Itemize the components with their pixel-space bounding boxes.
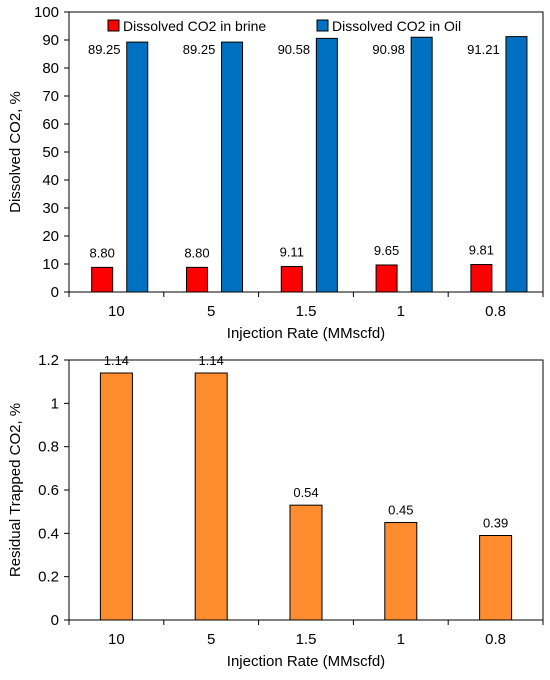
bar bbox=[470, 264, 493, 293]
y-tick-label: 10 bbox=[42, 256, 59, 273]
bar bbox=[384, 522, 418, 621]
bar bbox=[505, 36, 528, 293]
data-label: 0.39 bbox=[483, 516, 508, 531]
x-axis-title: Injection Rate (MMscfd) bbox=[227, 653, 385, 670]
data-label: 8.80 bbox=[90, 245, 115, 260]
y-tick-label: 80 bbox=[42, 60, 59, 77]
y-tick-label: 60 bbox=[42, 116, 59, 133]
x-tick-label: 5 bbox=[207, 303, 215, 320]
bar bbox=[479, 535, 513, 621]
y-tick-label: 0.6 bbox=[38, 482, 59, 499]
legend-swatch bbox=[107, 19, 120, 32]
x-tick-label: 5 bbox=[207, 631, 215, 648]
x-tick-label: 0.8 bbox=[485, 631, 506, 648]
bar bbox=[410, 36, 433, 293]
y-tick-label: 40 bbox=[42, 172, 59, 189]
bar bbox=[280, 265, 303, 293]
bar bbox=[185, 266, 208, 293]
bar bbox=[221, 41, 244, 293]
x-tick-label: 1.5 bbox=[296, 631, 317, 648]
y-tick-label: 20 bbox=[42, 228, 59, 245]
bar bbox=[91, 266, 114, 293]
data-label: 9.65 bbox=[374, 243, 399, 258]
data-label: 90.58 bbox=[278, 42, 311, 57]
y-tick-label: 1.2 bbox=[38, 352, 59, 369]
dissolved-co2-chart: 0 10 20 30 40 50 60 70 80 90 100 10 5 1.5 1 0.8 8.80 8.80… bbox=[7, 4, 544, 342]
y-axis-title: Residual Trapped CO2, % bbox=[7, 403, 24, 577]
legend-label: Dissolved CO2 in Oil bbox=[332, 18, 461, 34]
y-tick-label: 0.8 bbox=[38, 439, 59, 456]
data-label: 89.25 bbox=[88, 42, 121, 57]
y-tick-label: 70 bbox=[42, 88, 59, 105]
x-tick-label: 0.8 bbox=[485, 303, 506, 320]
x-tick-label: 1 bbox=[397, 303, 405, 320]
data-label: 90.98 bbox=[372, 42, 405, 57]
data-label: 8.80 bbox=[184, 245, 209, 260]
legend-label: Dissolved CO2 in brine bbox=[123, 18, 266, 34]
y-tick-label: 1 bbox=[51, 395, 59, 412]
x-axis-title: Injection Rate (MMscfd) bbox=[227, 325, 385, 342]
bar bbox=[194, 372, 228, 621]
x-tick-label: 10 bbox=[108, 631, 125, 648]
y-tick-label: 0 bbox=[51, 284, 59, 301]
bar bbox=[99, 372, 133, 621]
residual-trapped-co2-chart: 0 0.2 0.4 0.6 0.8 1 1.2 10 5 1.5 1 0.8 1.14 1.14 0.54 0… bbox=[7, 352, 544, 670]
x-tick-label: 10 bbox=[108, 303, 125, 320]
data-label: 0.54 bbox=[293, 485, 318, 500]
legend-swatch bbox=[316, 19, 329, 32]
data-label: 9.11 bbox=[280, 244, 304, 259]
y-tick-label: 100 bbox=[34, 4, 59, 21]
y-tick-label: 0.2 bbox=[38, 569, 59, 586]
data-label: 89.25 bbox=[183, 42, 216, 57]
y-tick-label: 30 bbox=[42, 200, 59, 217]
data-label: 91.21 bbox=[467, 42, 500, 57]
data-label: 9.81 bbox=[469, 243, 494, 258]
y-tick-label: 50 bbox=[42, 144, 59, 161]
data-label: 1.14 bbox=[199, 353, 224, 368]
x-tick-label: 1 bbox=[397, 631, 405, 648]
x-tick-label: 1.5 bbox=[296, 303, 317, 320]
y-tick-label: 0 bbox=[51, 612, 59, 629]
data-label: 0.45 bbox=[388, 503, 413, 518]
bar bbox=[375, 264, 398, 293]
y-axis-title: Dissolved CO2, % bbox=[7, 91, 24, 213]
y-tick-label: 0.4 bbox=[38, 525, 59, 542]
bar bbox=[315, 37, 338, 293]
data-label: 1.14 bbox=[104, 353, 129, 368]
y-tick-label: 90 bbox=[42, 32, 59, 49]
bar bbox=[289, 504, 323, 621]
bar bbox=[126, 41, 149, 293]
